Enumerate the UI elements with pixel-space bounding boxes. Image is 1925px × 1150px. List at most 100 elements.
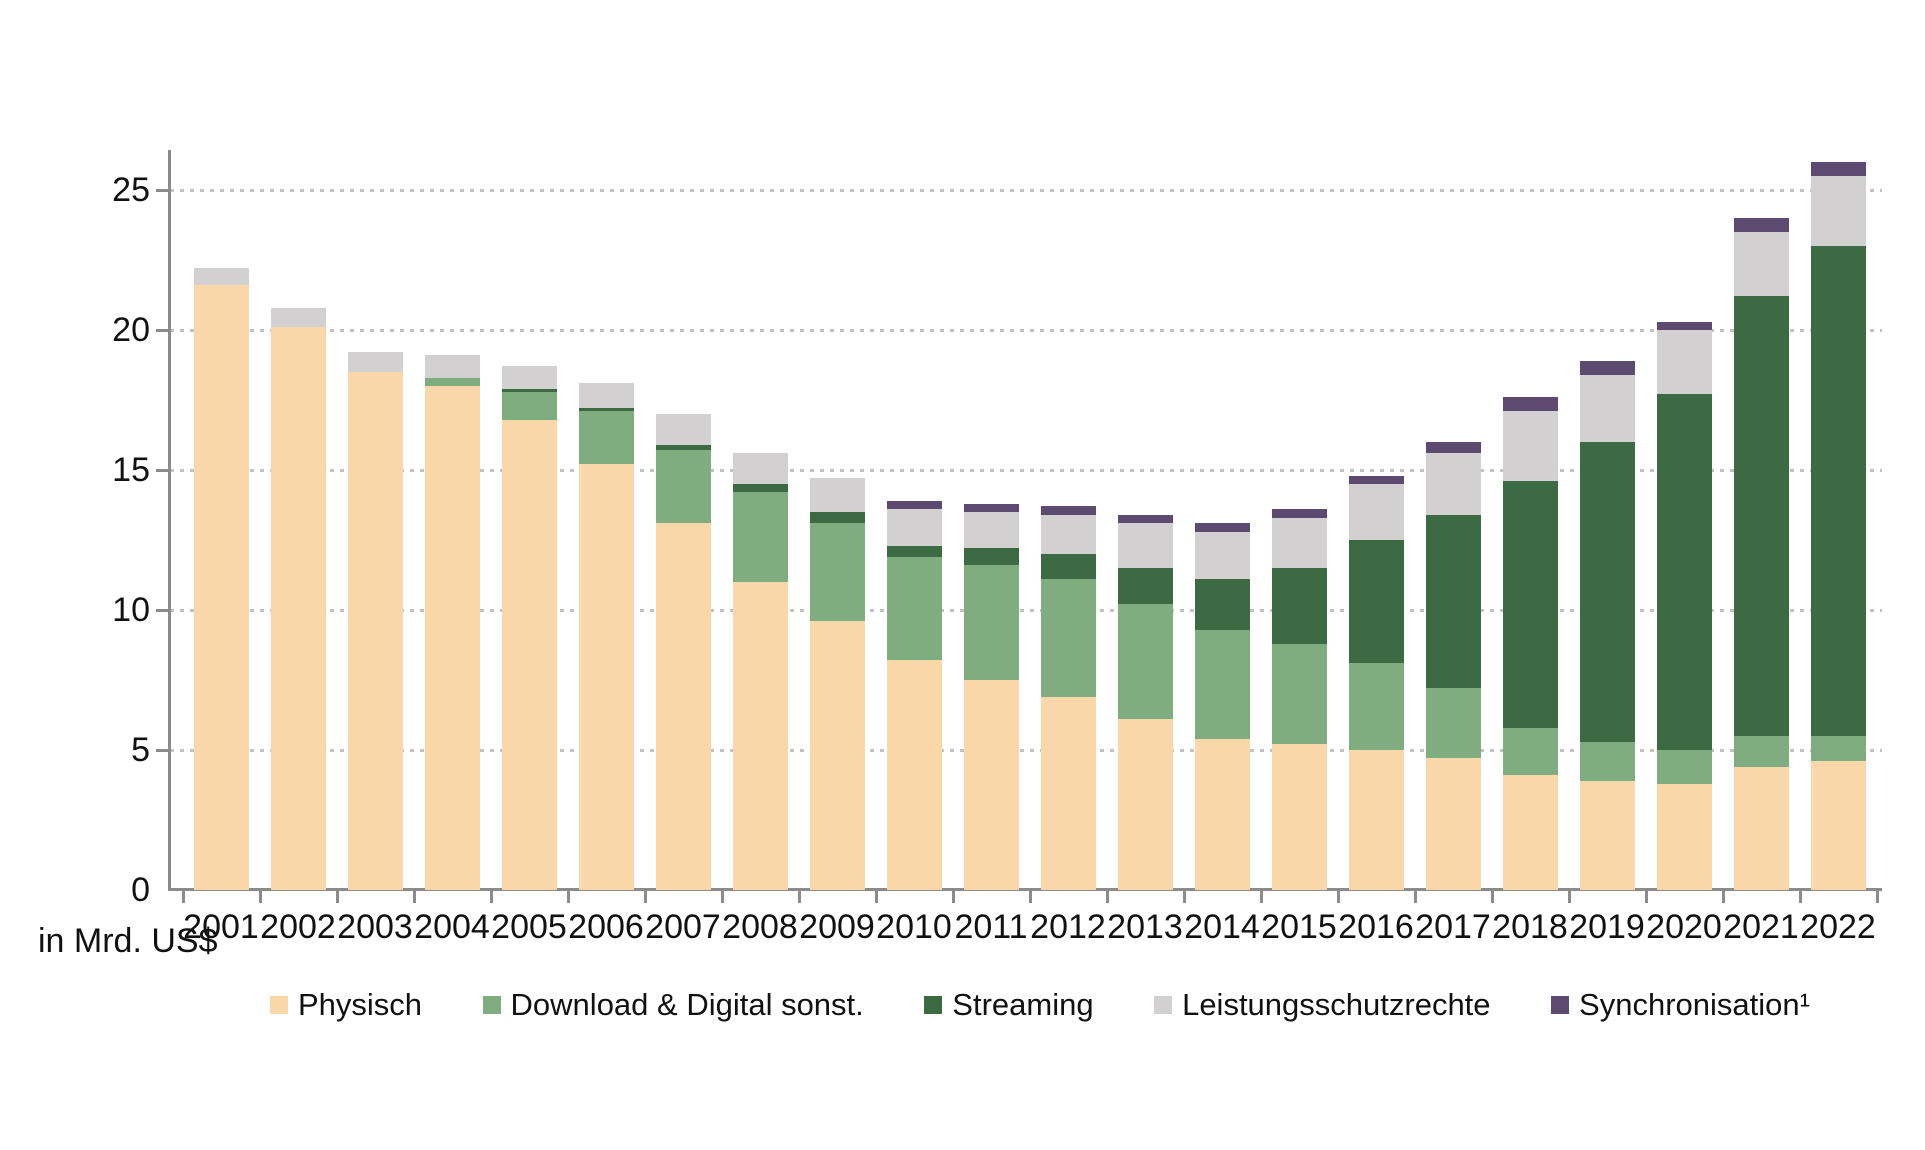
x-axis-label-2012: 2012: [1030, 908, 1106, 946]
bar-segment-2016-streaming: [1348, 540, 1404, 663]
legend-swatch-download: [482, 996, 501, 1014]
x-tick-6: [643, 891, 647, 903]
bar-segment-2014-sync: [1194, 523, 1250, 532]
bar-segment-2017-streaming: [1425, 515, 1481, 688]
bar-2015: [1271, 509, 1327, 890]
bar-2016: [1348, 476, 1404, 890]
bar-segment-2020-streaming: [1656, 394, 1712, 750]
bar-2006: [578, 383, 634, 890]
x-tick-4: [489, 891, 493, 903]
x-axis-label-2003: 2003: [337, 908, 413, 946]
bar-2004: [424, 355, 480, 890]
bar-2005: [501, 366, 557, 890]
bar-segment-2019-lsr: [1579, 375, 1635, 442]
bar-segment-2013-lsr: [1117, 523, 1173, 568]
bar-2019: [1579, 361, 1635, 890]
legend-label-streaming: Streaming: [952, 987, 1094, 1022]
x-tick-20: [1721, 891, 1725, 903]
bar-segment-2015-download: [1271, 644, 1327, 744]
legend-swatch-physisch: [270, 996, 288, 1014]
bar-segment-2020-lsr: [1656, 330, 1712, 394]
bar-segment-2011-physisch: [963, 680, 1019, 890]
x-tick-15: [1336, 891, 1340, 903]
x-axis-label-2022: 2022: [1800, 908, 1876, 946]
bar-2018: [1502, 397, 1558, 890]
bar-segment-2014-physisch: [1194, 739, 1250, 890]
bar-segment-2013-streaming: [1117, 568, 1173, 604]
bar-segment-2008-physisch: [732, 582, 788, 890]
bar-segment-2009-streaming: [809, 512, 865, 523]
bar-2014: [1194, 523, 1250, 890]
x-axis-label-2005: 2005: [491, 908, 567, 946]
x-axis-label-2017: 2017: [1415, 908, 1491, 946]
bar-segment-2003-physisch: [347, 372, 403, 890]
x-tick-8: [797, 891, 801, 903]
bar-segment-2003-lsr: [347, 352, 403, 372]
bar-segment-2019-physisch: [1579, 781, 1635, 890]
x-tick-19: [1644, 891, 1648, 903]
x-tick-9: [874, 891, 878, 903]
y-tick-10: [156, 609, 169, 612]
x-tick-2: [335, 891, 339, 903]
gridline-10: [170, 609, 1882, 612]
bar-segment-2010-physisch: [886, 660, 942, 890]
bar-segment-2019-streaming: [1579, 442, 1635, 742]
bar-segment-2005-physisch: [501, 420, 557, 890]
x-axis-label-2007: 2007: [645, 908, 721, 946]
bar-segment-2007-physisch: [655, 523, 711, 890]
legend: Physisch Download & Digital sonst. Streami…: [270, 988, 1810, 1022]
bar-2011: [963, 504, 1019, 890]
bar-segment-2014-streaming: [1194, 579, 1250, 630]
bar-segment-2020-download: [1656, 750, 1712, 784]
x-axis-label-2016: 2016: [1338, 908, 1414, 946]
legend-label-physisch: Physisch: [298, 987, 423, 1022]
bar-segment-2016-sync: [1348, 476, 1404, 484]
bar-segment-2012-sync: [1040, 506, 1096, 515]
legend-item-download: Download & Digital sonst.: [482, 988, 864, 1022]
y-axis-label-15: 15: [112, 451, 150, 489]
bar-segment-2004-download: [424, 378, 480, 386]
bar-segment-2018-sync: [1502, 397, 1558, 411]
bar-segment-2011-lsr: [963, 512, 1019, 548]
x-axis-label-2018: 2018: [1492, 908, 1568, 946]
bar-segment-2008-lsr: [732, 453, 788, 484]
bar-segment-2006-physisch: [578, 464, 634, 890]
x-tick-10: [951, 891, 955, 903]
x-axis-label-2013: 2013: [1107, 908, 1183, 946]
bar-2021: [1733, 218, 1789, 890]
x-axis-label-2015: 2015: [1261, 908, 1337, 946]
y-tick-20: [156, 329, 169, 332]
bar-2010: [886, 501, 942, 890]
bar-2007: [655, 414, 711, 890]
bar-segment-2018-download: [1502, 728, 1558, 775]
bar-segment-2020-physisch: [1656, 784, 1712, 890]
y-axis-line: [168, 150, 171, 891]
bar-segment-2004-lsr: [424, 355, 480, 378]
x-tick-14: [1259, 891, 1263, 903]
x-tick-0: [181, 891, 185, 903]
bar-segment-2012-physisch: [1040, 697, 1096, 890]
bar-segment-2013-download: [1117, 604, 1173, 719]
y-axis-label-10: 10: [112, 591, 150, 629]
bar-segment-2004-physisch: [424, 386, 480, 890]
legend-label-lsr: Leistungsschutzrechte: [1182, 987, 1491, 1022]
bar-segment-2006-download: [578, 411, 634, 464]
legend-label-sync: Synchronisation¹: [1579, 987, 1810, 1022]
bar-segment-2017-physisch: [1425, 758, 1481, 890]
bar-segment-2010-download: [886, 557, 942, 660]
bar-2003: [347, 352, 403, 890]
x-axis-label-2006: 2006: [568, 908, 644, 946]
bar-segment-2009-physisch: [809, 621, 865, 890]
x-axis-label-2009: 2009: [799, 908, 875, 946]
bar-segment-2005-streaming: [501, 389, 557, 392]
x-axis-label-2002: 2002: [260, 908, 336, 946]
bar-segment-2009-download: [809, 523, 865, 621]
bar-2022: [1810, 162, 1866, 890]
bar-segment-2021-download: [1733, 736, 1789, 767]
bar-segment-2022-streaming: [1810, 246, 1866, 736]
legend-swatch-streaming: [924, 996, 943, 1014]
x-axis-label-2021: 2021: [1723, 908, 1799, 946]
bar-segment-2018-streaming: [1502, 481, 1558, 728]
bar-2020: [1656, 322, 1712, 890]
